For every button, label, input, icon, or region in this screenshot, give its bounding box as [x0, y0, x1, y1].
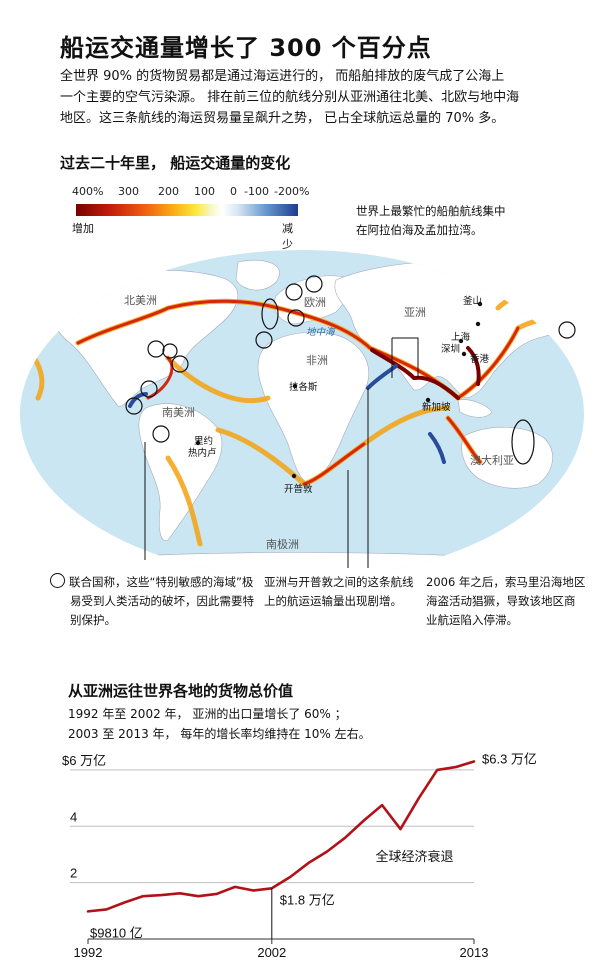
legend-gradient-bar — [76, 204, 298, 216]
sensitive-area-marker — [511, 419, 535, 465]
region-label: 南极洲 — [266, 537, 299, 551]
x-tick-label: 2013 — [460, 945, 489, 960]
annotation-busiest-lanes: 世界上最繁忙的船舶航线集中在阿拉伯海及孟加拉湾。 — [356, 204, 506, 237]
sensitive-area-marker — [171, 355, 189, 373]
sensitive-area-marker — [152, 425, 170, 443]
legend-tick: -100 — [244, 185, 269, 198]
sensitive-area-marker — [255, 331, 273, 349]
annotation-leaders — [144, 337, 419, 568]
city-label: 里约热内卢 — [188, 435, 217, 459]
map-heading: 过去二十年里， 船运交通量的变化 — [60, 154, 291, 172]
region-label: 非洲 — [306, 354, 328, 367]
page-title: 船运交通量增长了 300 个百分点 — [60, 34, 432, 62]
y-tick-label: 4 — [70, 809, 77, 824]
legend-tick: 300 — [118, 185, 139, 198]
city-label: 拉各斯 — [289, 381, 318, 393]
x-axis: 1992 2002 2013 — [74, 938, 489, 960]
legend-tick: 100 — [194, 185, 215, 198]
region-label: 南美洲 — [162, 406, 195, 419]
city-label: 上海 — [451, 331, 471, 343]
intro-line: 地区。这三条航线的海运贸易量呈飙升之势， 已占全球航运总量的 70% 多。 — [60, 111, 505, 126]
chart-subtitle: 1992 年至 2002 年， 亚洲的出口量增长了 60% ； — [68, 707, 347, 721]
sensitive-area-marker — [558, 321, 576, 339]
city-label: 深圳 — [441, 344, 460, 355]
sensitive-area-marker — [285, 283, 303, 301]
y-tick-label: 2 — [70, 866, 77, 881]
sensitive-area-marker — [125, 397, 143, 415]
land-south-america — [138, 403, 223, 541]
annotation-text: 联合国称，这些“特别敏感的海域”极易受到人类活动的破坏，因此需要特别保护。 — [69, 575, 254, 627]
y-tick-label: $6 万亿 — [62, 753, 106, 768]
x-tick-label: 1992 — [74, 945, 103, 960]
city-markers — [195, 301, 483, 479]
region-label: 亚洲 — [404, 307, 426, 319]
series-line — [86, 760, 476, 913]
city-label: 釜山 — [463, 295, 482, 307]
y-axis-labels: 2 4 $6 万亿 — [62, 753, 106, 881]
legend-decrease-label: 减少 — [282, 222, 293, 251]
annotation-sensitive-areas: 联合国称，这些“特别敏感的海域”极易受到人类活动的破坏，因此需要特别保护。 — [50, 573, 260, 630]
city-label: 开普敦 — [284, 483, 313, 495]
annotation-2002: $1.8 万亿 — [280, 892, 335, 907]
chart-series — [86, 760, 476, 913]
chart-heading: 从亚洲运往世界各地的货物总价值 — [68, 682, 294, 700]
annotation-end: $6.3 万亿 — [482, 751, 537, 766]
sensitive-area-marker — [140, 380, 158, 398]
region-label: 地中海 — [306, 327, 336, 338]
legend-tick: 200 — [158, 185, 179, 198]
legend-increase-label: 增加 — [72, 222, 94, 235]
region-label: 北美洲 — [124, 294, 157, 307]
circle-legend-icon — [50, 573, 65, 588]
export-value-line-chart: 2 4 $6 万亿 1992 2002 2013 $1.8 万亿 $9810 亿 $6.3 … — [62, 751, 537, 960]
annotation-somalia: 2006 年之后，索马里沿海地区海盗活动猖獗，导致该地区商业航运陷入停滞。 — [426, 575, 586, 627]
sensitive-area-marker — [147, 340, 165, 358]
chart-subtitle: 2003 至 2013 年， 每年的增长率均维持在 10% 左右。 — [68, 727, 371, 741]
city-label: 香港 — [470, 353, 490, 365]
sensitive-area-marker — [261, 298, 279, 330]
chart-gridlines — [70, 769, 474, 884]
region-label: 澳大利亚 — [470, 453, 514, 467]
legend-tick: -200% — [274, 185, 310, 198]
annotation-start: $9810 亿 — [90, 925, 143, 940]
land-australia — [461, 426, 553, 489]
intro-line: 全世界 90% 的货物贸易都是通过海运进行的， 而船舶排放的废气成了公海上 — [60, 69, 505, 84]
annotation-cape-route: 亚洲与开普敦之间的这条航线上的航运运输量出现剧增。 — [264, 575, 414, 608]
city-label: 新加坡 — [422, 401, 451, 413]
land-greenland — [235, 259, 280, 291]
region-label: 欧洲 — [304, 296, 326, 309]
sensitive-area-marker — [162, 343, 178, 359]
land-southeast-asia — [457, 399, 493, 418]
x-tick-label: 2002 — [257, 945, 286, 960]
legend-tick: 400% — [72, 185, 104, 198]
world-shipping-map: 北美洲 欧洲 亚洲 地中海 非洲 南美洲 澳大利亚 南极洲 釜山 上海 深圳 香… — [20, 250, 584, 578]
legend-tick: 0 — [230, 185, 237, 198]
annotation-recession: 全球经济衰退 — [375, 849, 453, 864]
sensitive-area-circles — [125, 275, 576, 465]
sensitive-area-marker — [287, 309, 305, 327]
intro-line: 一个主要的空气污染源。 排在前三位的航线分别从亚洲通往北美、北欧与地中海 — [60, 90, 520, 105]
sensitive-area-marker — [305, 275, 323, 293]
